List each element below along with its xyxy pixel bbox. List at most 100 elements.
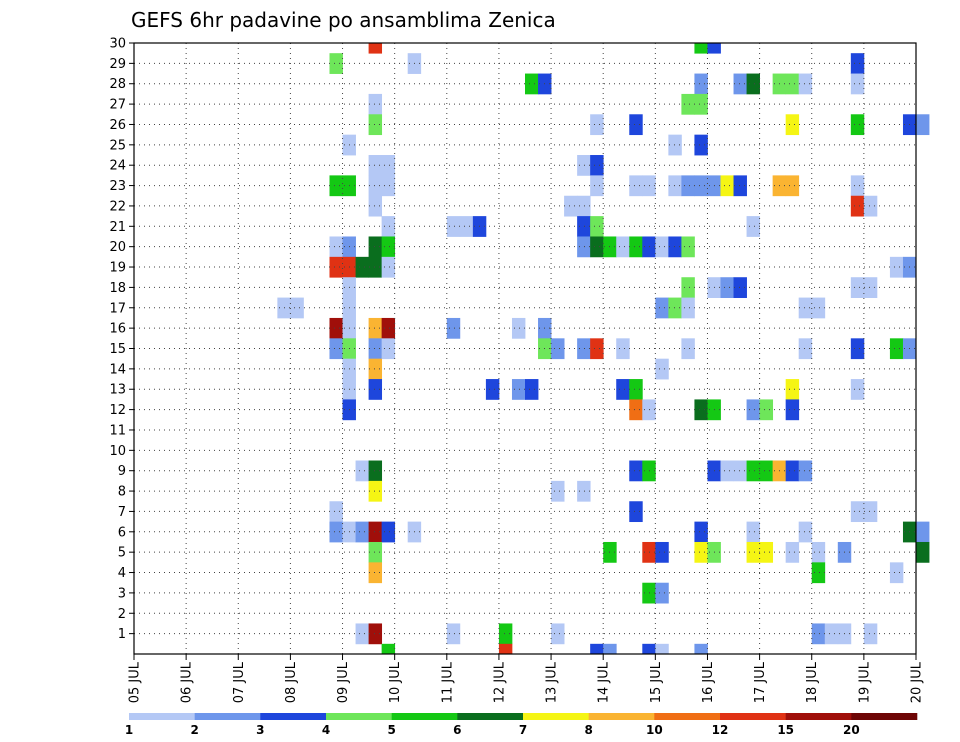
heatmap-cell <box>511 317 526 339</box>
heatmap-cell <box>355 623 369 645</box>
heatmap-cell <box>850 338 865 360</box>
heatmap-cell <box>916 114 930 136</box>
heatmap-cell <box>446 216 461 237</box>
legend-swatch <box>457 713 524 720</box>
plot-frame <box>133 42 917 655</box>
y-tick-label: 21 <box>109 220 126 235</box>
heatmap-cell <box>368 541 383 563</box>
heatmap-cell <box>368 460 383 482</box>
heatmap-cell <box>850 379 865 400</box>
heatmap-cell <box>746 216 760 237</box>
heatmap-cell <box>525 73 539 95</box>
heatmap-cell <box>551 623 565 645</box>
heatmap-cell <box>746 541 760 563</box>
legend-label: 10 <box>646 723 663 737</box>
legend-swatch <box>326 713 392 720</box>
x-tick-label: 17 JUL <box>753 661 768 703</box>
heatmap-cell <box>863 623 878 645</box>
heatmap-cell <box>889 338 904 360</box>
heatmap-cell <box>850 175 865 197</box>
x-tick-label: 10 JUL <box>388 661 403 703</box>
y-tick-label: 17 <box>109 301 126 316</box>
legend-label: 4 <box>322 723 330 737</box>
legend-label: 5 <box>387 723 395 737</box>
x-tick-label: 18 JUL <box>805 661 820 703</box>
heatmap-cell <box>850 195 865 217</box>
legend-swatch <box>523 713 589 720</box>
y-tick-label: 14 <box>109 362 126 377</box>
legend-swatch <box>851 713 918 720</box>
heatmap-cell <box>655 541 669 563</box>
y-tick-label: 16 <box>109 322 126 337</box>
heatmap-cell <box>863 501 878 523</box>
legend-swatch <box>588 713 655 720</box>
heatmap-cell <box>368 317 383 339</box>
heatmap-cell <box>785 73 800 95</box>
heatmap-cell <box>733 73 747 95</box>
heatmap-cell <box>681 236 695 258</box>
heatmap-cell <box>616 338 630 360</box>
heatmap-cell <box>798 73 813 95</box>
heatmap-cell <box>668 236 682 258</box>
heatmap-cell <box>629 114 643 136</box>
legend-swatch <box>260 713 327 720</box>
x-tick-label: 08 JUL <box>284 661 299 703</box>
heatmap-cell <box>590 155 604 176</box>
heatmap-cell <box>381 521 396 543</box>
heatmap-cell <box>381 338 396 360</box>
heatmap-cell <box>446 317 461 339</box>
y-tick-label: 19 <box>109 261 126 276</box>
y-tick-label: 5 <box>118 546 126 561</box>
x-tick-label: 13 JUL <box>545 661 560 703</box>
heatmap-cell <box>681 338 695 360</box>
heatmap-cell <box>785 399 800 421</box>
heatmap-cell <box>798 521 813 543</box>
heatmap-cell <box>577 236 591 258</box>
heatmap-cell <box>525 379 539 400</box>
heatmap-cell <box>785 460 800 482</box>
heatmap-cell <box>642 643 656 655</box>
heatmap-cell <box>668 134 682 156</box>
heatmap-cell <box>368 480 383 502</box>
heatmap-cell <box>368 521 383 543</box>
heatmap-cell <box>681 93 695 115</box>
heatmap-cell <box>355 256 369 278</box>
heatmap-cell <box>694 175 708 197</box>
heatmap-cell <box>329 236 343 258</box>
y-tick-label: 6 <box>118 525 126 540</box>
y-tick-label: 3 <box>118 586 126 601</box>
heatmap-cell <box>850 277 865 298</box>
x-tick-label: 14 JUL <box>597 661 612 703</box>
heatmap-cell <box>551 338 565 360</box>
heatmap-cell <box>381 175 396 197</box>
heatmap-cell <box>681 297 695 319</box>
heatmap-cell <box>694 134 708 156</box>
heatmap-cell <box>368 623 383 645</box>
heatmap-cell <box>511 379 526 400</box>
heatmap-cell <box>746 73 760 95</box>
heatmap-cell <box>368 195 383 217</box>
heatmap-cell <box>850 53 865 74</box>
y-axis-ticks: 1234567891011121314151617181920212223242… <box>109 37 134 642</box>
heatmap-cell <box>368 562 383 584</box>
heatmap-cell <box>655 582 669 604</box>
legend-label: 7 <box>519 723 527 737</box>
heatmap-cell <box>368 358 383 380</box>
heatmap-cell <box>916 541 930 563</box>
heatmap-cell <box>590 236 604 258</box>
heatmap-cell <box>368 155 383 176</box>
y-tick-label: 15 <box>109 342 126 357</box>
heatmap-cell <box>577 480 591 502</box>
heatmap-cell <box>355 460 369 482</box>
heatmap-cell <box>381 256 396 278</box>
heatmap-cell <box>368 114 383 136</box>
heatmap-cell <box>811 562 826 584</box>
heatmap-cell <box>720 460 734 482</box>
heatmap-cell <box>746 521 760 543</box>
chart-title: GEFS 6hr padavine po ansamblima Zenica <box>131 8 556 32</box>
legend-label: 6 <box>453 723 461 737</box>
heatmap-cell <box>368 236 383 258</box>
heatmap-cell <box>329 501 343 523</box>
y-tick-label: 4 <box>118 566 126 581</box>
heatmap-cell <box>863 277 878 298</box>
